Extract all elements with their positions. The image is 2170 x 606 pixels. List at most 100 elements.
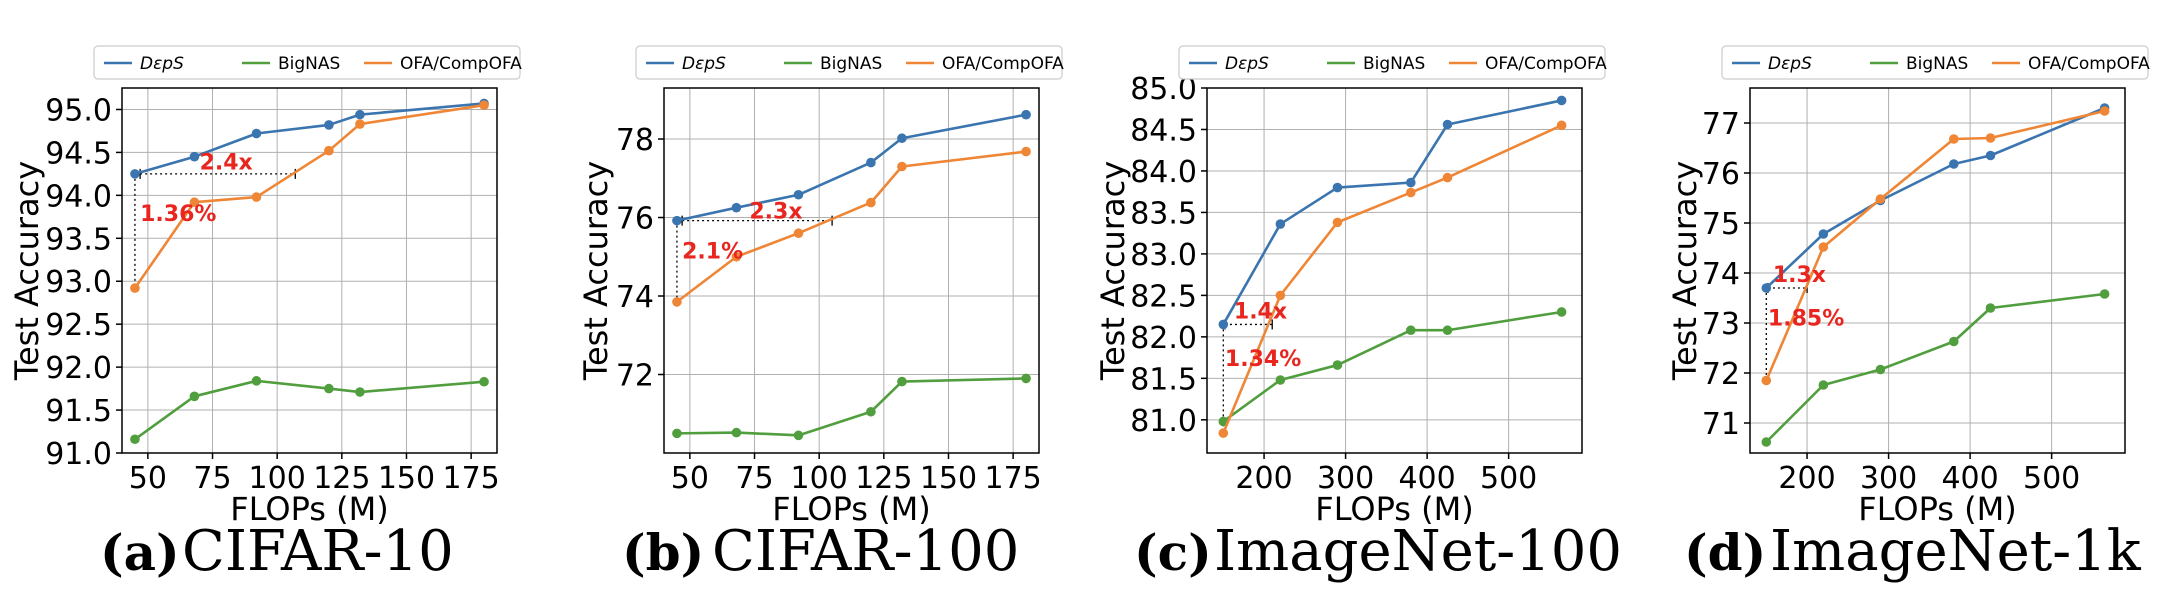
data-point [1949, 134, 1959, 144]
chart-panel-1: 50 75 100 125 150 175 72 74 76 78 FLOPs (M) Test Ac… [577, 45, 1064, 584]
y-tick-label: 72 [1702, 357, 1740, 392]
data-point [130, 283, 140, 293]
annotation-label: 1.4x [1234, 300, 1287, 325]
legend: DεpS BigNAS OFA/CompOFA [1178, 45, 1607, 80]
data-point [1818, 380, 1829, 390]
legend-label: BigNAS [1906, 54, 1968, 74]
legend: DεpS BigNAS OFA/CompOFA [93, 45, 522, 80]
x-tick-label: 175 [985, 461, 1042, 496]
data-point [1949, 336, 1959, 347]
x-tick-label: 400 [1398, 461, 1455, 496]
y-tick-label: 82.5 [1130, 279, 1197, 314]
x-tick-label: 100 [249, 461, 306, 496]
y-tick-label: 82.0 [1130, 321, 1197, 356]
data-point [1275, 219, 1286, 229]
y-tick-label: 72 [616, 359, 654, 394]
legend-box [1721, 45, 2149, 80]
data-point [793, 189, 804, 200]
caption-letter: (b) [622, 523, 704, 582]
plot-frame [1206, 87, 1583, 454]
legend-label: OFA/CompOFA [942, 54, 1064, 74]
data-point [130, 169, 140, 179]
legend-label: OFA/CompOFA [400, 54, 522, 74]
x-axis-label: FLOPs (M) [230, 490, 388, 528]
annotation-label: 1.36% [140, 202, 216, 227]
data-point [1818, 229, 1829, 239]
plot-frame [1749, 87, 2126, 454]
y-tick-label: 94.5 [45, 136, 112, 171]
series-line-2 [1765, 109, 2105, 382]
x-tick-label: 150 [378, 461, 435, 496]
legend-label: DεpS [1768, 54, 1812, 74]
x-tick-label: 100 [791, 461, 848, 496]
y-axis-label: Test Accuracy [577, 161, 615, 381]
series-line-2 [1222, 124, 1563, 434]
y-tick-label: 81.5 [1130, 362, 1197, 397]
annotation-label: 1.34% [1225, 347, 1301, 372]
caption-letter: (c) [1134, 523, 1212, 582]
y-tick-label: 78 [616, 123, 654, 158]
y-tick-label: 71 [1702, 407, 1740, 442]
y-tick-label: 76 [1702, 157, 1740, 192]
caption-name: CIFAR-100 [712, 519, 1019, 584]
data-point [251, 192, 262, 202]
data-point [731, 427, 742, 438]
data-point [1442, 172, 1453, 183]
y-tick-label: 92.0 [45, 351, 112, 386]
y-tick-label: 83.0 [1130, 238, 1197, 273]
series-line-2 [133, 103, 485, 289]
data-point [130, 434, 140, 445]
x-tick-label: 125 [313, 461, 370, 496]
data-point [2099, 106, 2110, 116]
data-point [793, 430, 804, 441]
legend-label: DεpS [1225, 54, 1269, 74]
x-tick-label: 300 [1317, 461, 1374, 496]
data-point [1218, 416, 1229, 427]
annotation-label: 1.85% [1768, 307, 1844, 332]
y-tick-label: 94.0 [45, 179, 112, 214]
annotation-label: 2.1% [682, 240, 743, 265]
data-point [324, 145, 334, 156]
series-line-1 [1765, 292, 2105, 443]
legend-label: BigNAS [1363, 54, 1425, 74]
legend-label: DεpS [682, 54, 726, 74]
data-point [1556, 307, 1567, 317]
x-tick-label: 500 [1480, 461, 1537, 496]
data-point [731, 202, 742, 213]
y-tick-label: 83.5 [1130, 196, 1197, 231]
data-point [672, 215, 682, 226]
data-point [1275, 375, 1286, 385]
x-tick-label: 200 [1778, 461, 1835, 496]
plot-frame [663, 87, 1040, 454]
legend: DεpS BigNAS OFA/CompOFA [635, 45, 1064, 80]
data-point [897, 376, 907, 387]
data-point [1332, 182, 1343, 193]
series-line-0 [134, 102, 485, 176]
legend-label: OFA/CompOFA [1485, 54, 1607, 74]
data-point [897, 161, 907, 172]
x-tick-label: 125 [855, 461, 912, 496]
data-point [1218, 428, 1229, 438]
data-point [251, 376, 262, 386]
data-point [479, 100, 489, 110]
y-tick-label: 95.0 [45, 93, 112, 128]
x-tick-label: 200 [1235, 461, 1292, 496]
data-point [1021, 373, 1031, 384]
y-tick-label: 93.0 [45, 265, 112, 300]
x-tick-label: 500 [2023, 461, 2080, 496]
y-tick-label: 73 [1702, 307, 1740, 342]
x-tick-label: 75 [193, 461, 231, 496]
data-point [897, 133, 907, 144]
legend: DεpS BigNAS OFA/CompOFA [1721, 45, 2150, 80]
legend-label: BigNAS [278, 54, 340, 74]
data-point [1985, 150, 1996, 161]
data-point [1021, 109, 1031, 120]
data-point [251, 128, 262, 139]
y-tick-label: 74 [1702, 257, 1740, 292]
x-axis-label: FLOPs (M) [772, 490, 930, 528]
data-point [866, 157, 876, 168]
annotation-label: 2.4x [200, 151, 253, 176]
data-point [1021, 146, 1031, 157]
data-point [1332, 360, 1343, 370]
y-tick-label: 93.5 [45, 222, 112, 257]
